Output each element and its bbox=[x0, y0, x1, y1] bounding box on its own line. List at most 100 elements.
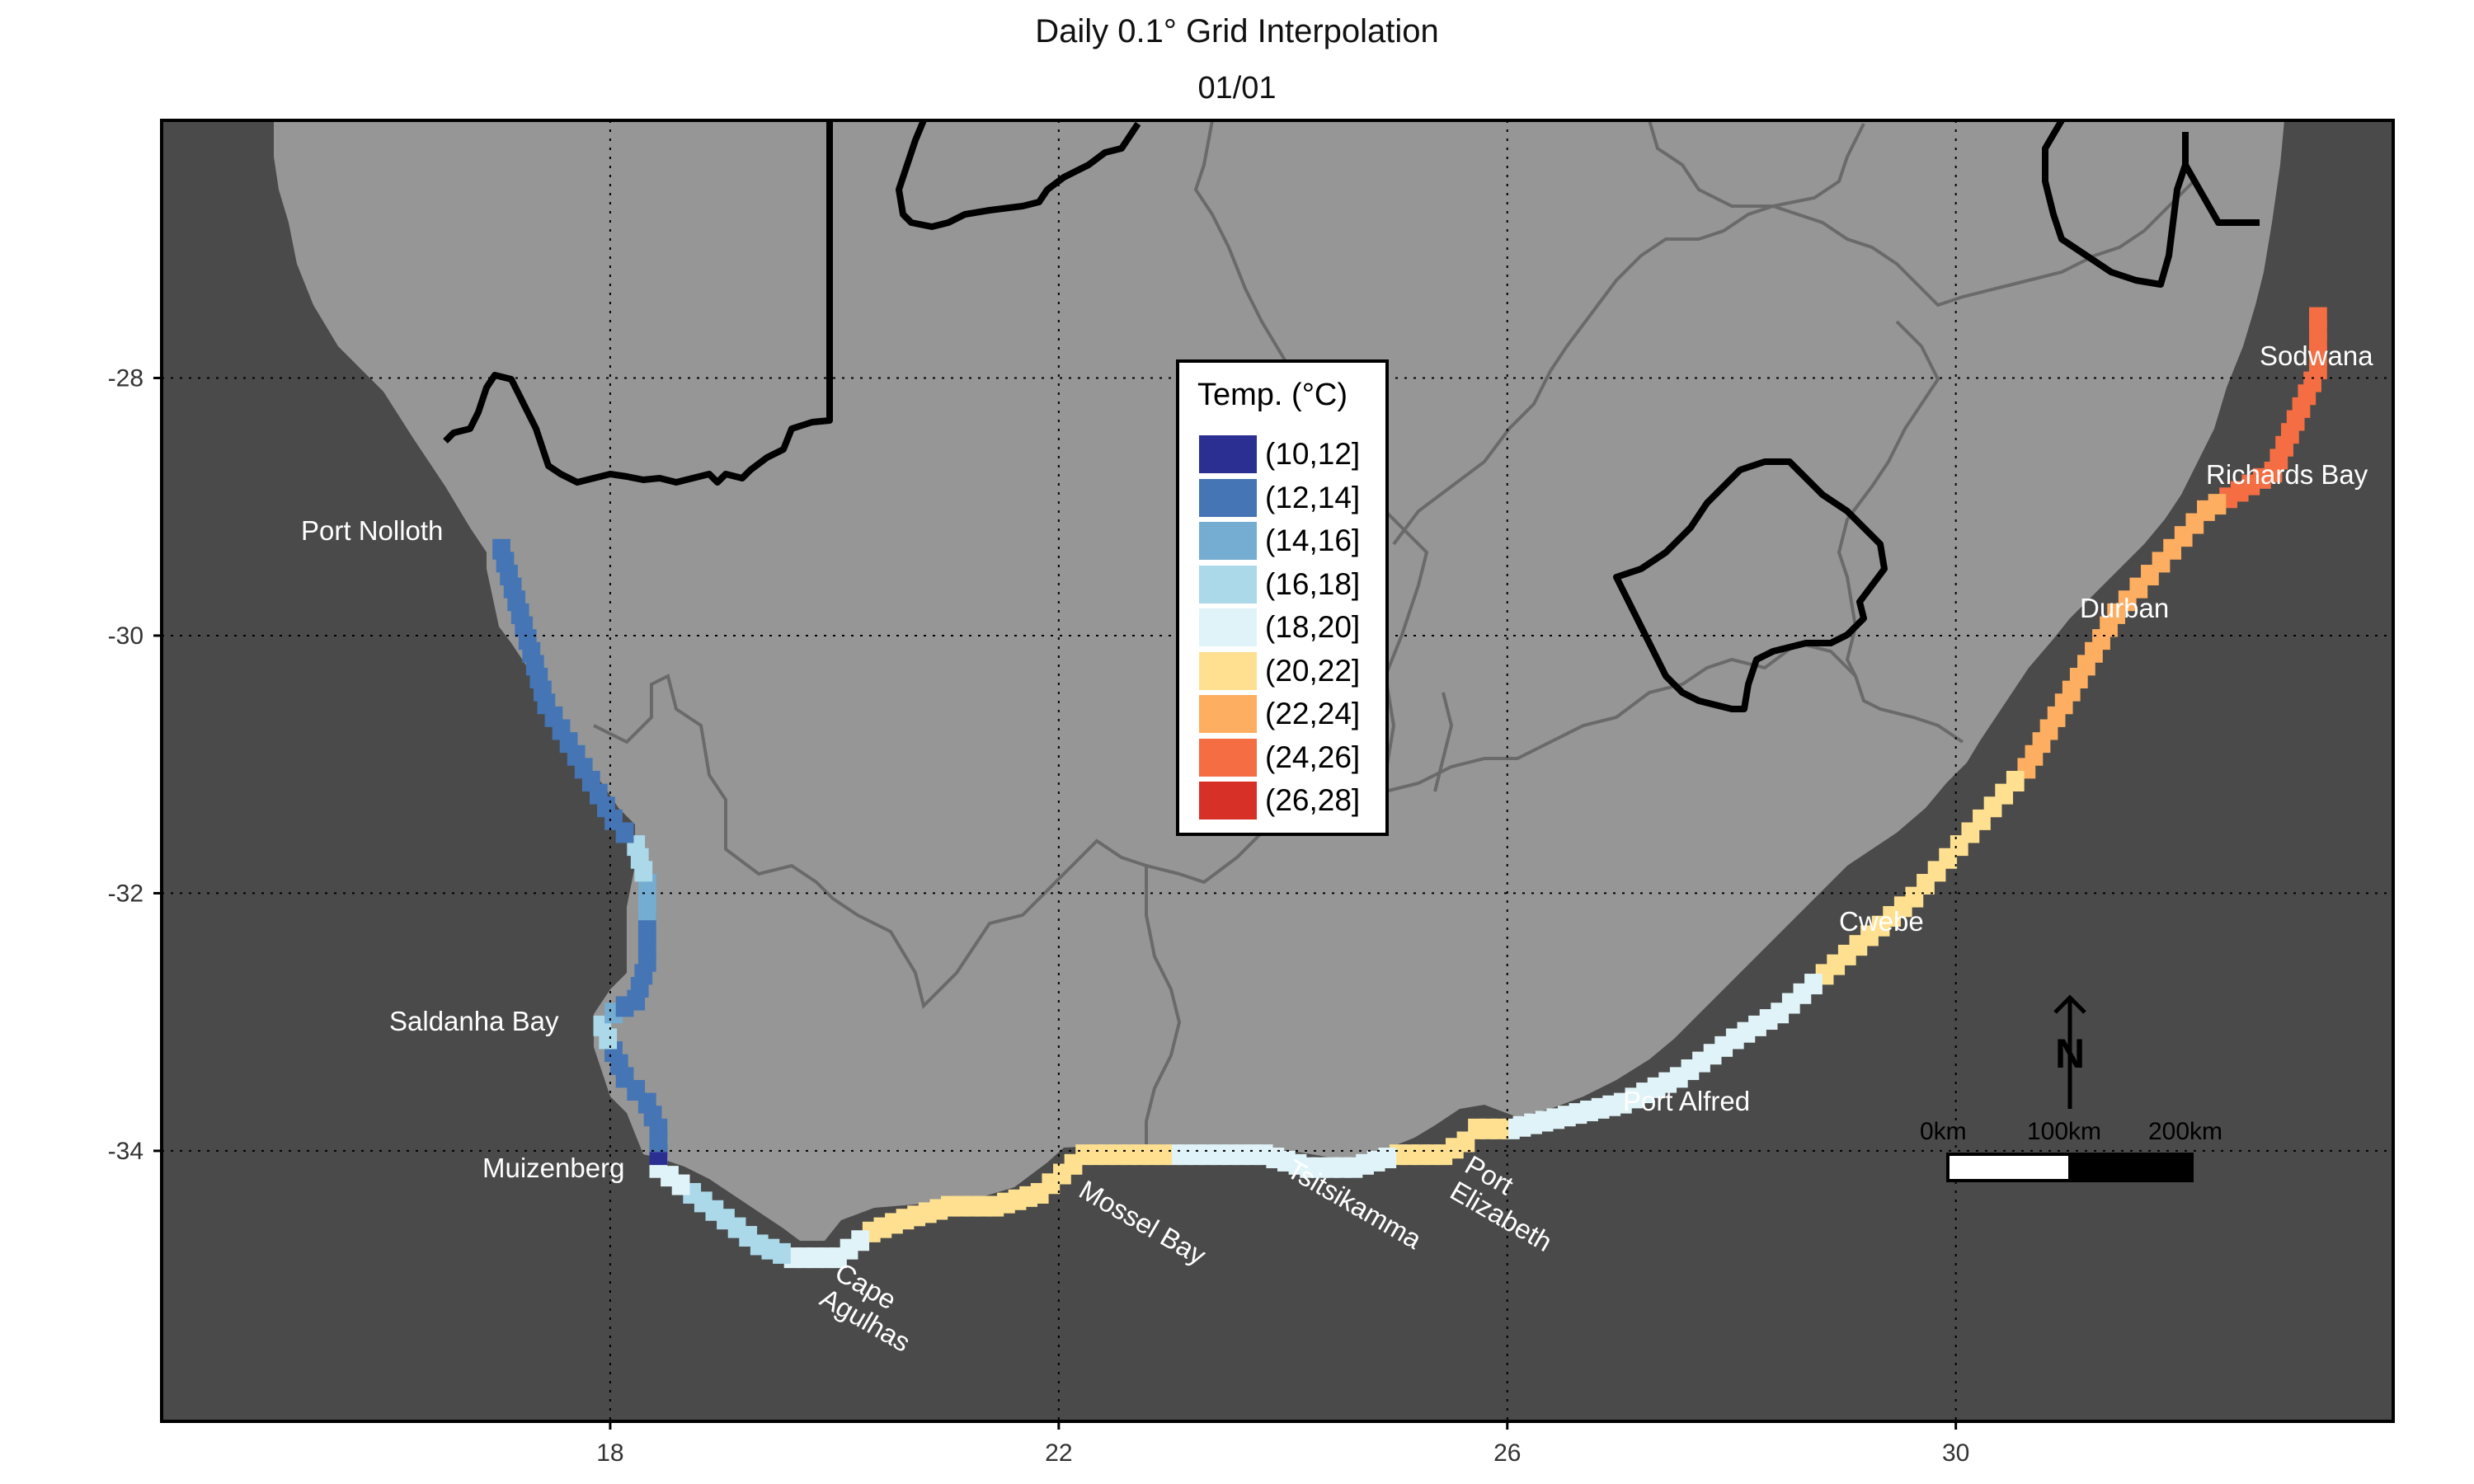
sst-cell bbox=[1423, 1144, 1442, 1166]
scale-label-100: 100km bbox=[2027, 1118, 2102, 1145]
sst-cell bbox=[1490, 1118, 1509, 1139]
legend-label: (16,18] bbox=[1265, 566, 1361, 601]
legend-label: (22,24] bbox=[1265, 697, 1361, 730]
legend-title: Temp. (°C) bbox=[1197, 378, 1348, 412]
legend-label: (10,12] bbox=[1265, 437, 1361, 471]
sst-cell bbox=[534, 680, 552, 702]
legend-swatch bbox=[1199, 522, 1257, 560]
legend-label: (14,16] bbox=[1265, 524, 1361, 557]
sst-cell bbox=[2077, 655, 2095, 676]
sst-cell bbox=[615, 996, 634, 1017]
sst-cell bbox=[1804, 974, 1823, 995]
sst-cell bbox=[1759, 1009, 1778, 1031]
legend-swatch bbox=[1199, 565, 1257, 603]
sst-cell bbox=[1602, 1095, 1621, 1116]
sst-cell bbox=[630, 976, 649, 998]
sst-cell bbox=[974, 1195, 993, 1217]
sst-cell bbox=[2100, 616, 2118, 637]
swaziland-border bbox=[2042, 118, 2189, 288]
legend-item: (16,18] bbox=[1199, 565, 1372, 603]
place-label: Richards Bay bbox=[2206, 459, 2368, 490]
legend-label: (24,26] bbox=[1265, 740, 1361, 774]
y-tick-label: -30 bbox=[108, 622, 143, 650]
sst-cell bbox=[885, 1213, 903, 1234]
sst-cell bbox=[634, 861, 653, 882]
sst-cell bbox=[1109, 1144, 1127, 1166]
country-borders bbox=[443, 118, 2260, 712]
sst-cell bbox=[1546, 1108, 1565, 1129]
sst-cell bbox=[1445, 1138, 1464, 1159]
sst-cell bbox=[510, 603, 529, 624]
x-tick-label: 22 bbox=[1045, 1439, 1072, 1467]
sst-cell bbox=[627, 1079, 646, 1101]
legend-swatch bbox=[1199, 695, 1257, 733]
sst-cell bbox=[2292, 397, 2311, 418]
scale-bar bbox=[1946, 1153, 2194, 1182]
sst-cell bbox=[739, 1226, 758, 1247]
legend-item: (20,22] bbox=[1199, 651, 1372, 690]
mozambique-border bbox=[2182, 163, 2260, 226]
north-label: N bbox=[2055, 1031, 2085, 1077]
sst-cell bbox=[2006, 771, 2025, 791]
province-border bbox=[1352, 641, 1964, 794]
namibia-border bbox=[443, 120, 833, 486]
legend-swatch bbox=[1199, 738, 1257, 777]
sst-cell bbox=[2054, 693, 2073, 715]
sst-cell bbox=[1019, 1186, 1038, 1207]
sst-cell bbox=[773, 1242, 791, 1264]
sst-cell bbox=[615, 822, 634, 843]
legend-label: (18,20] bbox=[1265, 610, 1361, 644]
place-label: Port Alfred bbox=[1623, 1086, 1750, 1116]
scale-bar-segment-white bbox=[1946, 1153, 2072, 1182]
sst-cell bbox=[643, 1106, 662, 1127]
sst-cell bbox=[2208, 494, 2227, 515]
sst-cell bbox=[2281, 423, 2299, 444]
sst-cell bbox=[1973, 809, 1991, 830]
y-tick-label: -32 bbox=[108, 880, 143, 907]
sst-cell bbox=[637, 899, 656, 921]
province-border bbox=[1392, 180, 2195, 546]
sst-grid-cells bbox=[492, 307, 2327, 1269]
place-label: Durban bbox=[2080, 593, 2169, 623]
sst-cell bbox=[1244, 1144, 1262, 1166]
sst-cell bbox=[2253, 467, 2271, 489]
sst-cell bbox=[671, 1174, 690, 1195]
legend: Temp. (°C) (10,12] (12,14] (14,16] (16,18] (… bbox=[1176, 359, 1389, 836]
sst-cell bbox=[2309, 345, 2327, 367]
sst-cell bbox=[599, 1028, 618, 1050]
map-frame bbox=[160, 119, 2395, 1423]
y-tick-label: -34 bbox=[108, 1138, 143, 1165]
sst-cell bbox=[2303, 371, 2321, 392]
sst-cell bbox=[1893, 896, 1912, 918]
sst-cell bbox=[552, 719, 571, 740]
sst-cell bbox=[1198, 1144, 1217, 1166]
place-label: Saldanha Bay bbox=[389, 1006, 559, 1036]
sst-cell bbox=[609, 1054, 628, 1075]
legend-label: (12,14] bbox=[1265, 480, 1361, 514]
sst-cell bbox=[1939, 848, 1958, 869]
legend-item: (12,14] bbox=[1199, 478, 1372, 517]
sst-cell bbox=[649, 1131, 668, 1153]
legend-item: (18,20] bbox=[1199, 608, 1372, 646]
scale-bar-segment-black bbox=[2068, 1153, 2194, 1182]
legend-item: (10,12] bbox=[1199, 435, 1372, 473]
province-border bbox=[1145, 866, 1182, 1146]
sst-cell bbox=[1288, 1153, 1307, 1175]
legend-label: (20,22] bbox=[1265, 653, 1361, 688]
sst-cell bbox=[637, 938, 656, 960]
province-border bbox=[1648, 120, 1865, 208]
x-tick-label: 18 bbox=[596, 1439, 623, 1467]
sst-cell bbox=[929, 1199, 948, 1220]
legend-swatch bbox=[1199, 782, 1257, 819]
sst-cell bbox=[522, 641, 541, 663]
sst-cell bbox=[705, 1200, 724, 1221]
x-tick-label: 26 bbox=[1493, 1439, 1521, 1467]
sst-cell bbox=[1064, 1153, 1083, 1175]
sst-cell bbox=[1333, 1157, 1352, 1178]
legend-swatch bbox=[1199, 608, 1257, 646]
scale-label-200: 200km bbox=[2148, 1118, 2223, 1145]
sst-cell bbox=[2269, 448, 2288, 470]
y-tick-label: -28 bbox=[108, 364, 143, 392]
axes: 18 22 26 30 -28 -30 -32 -34 bbox=[108, 364, 1970, 1467]
sst-cell bbox=[2032, 732, 2051, 754]
